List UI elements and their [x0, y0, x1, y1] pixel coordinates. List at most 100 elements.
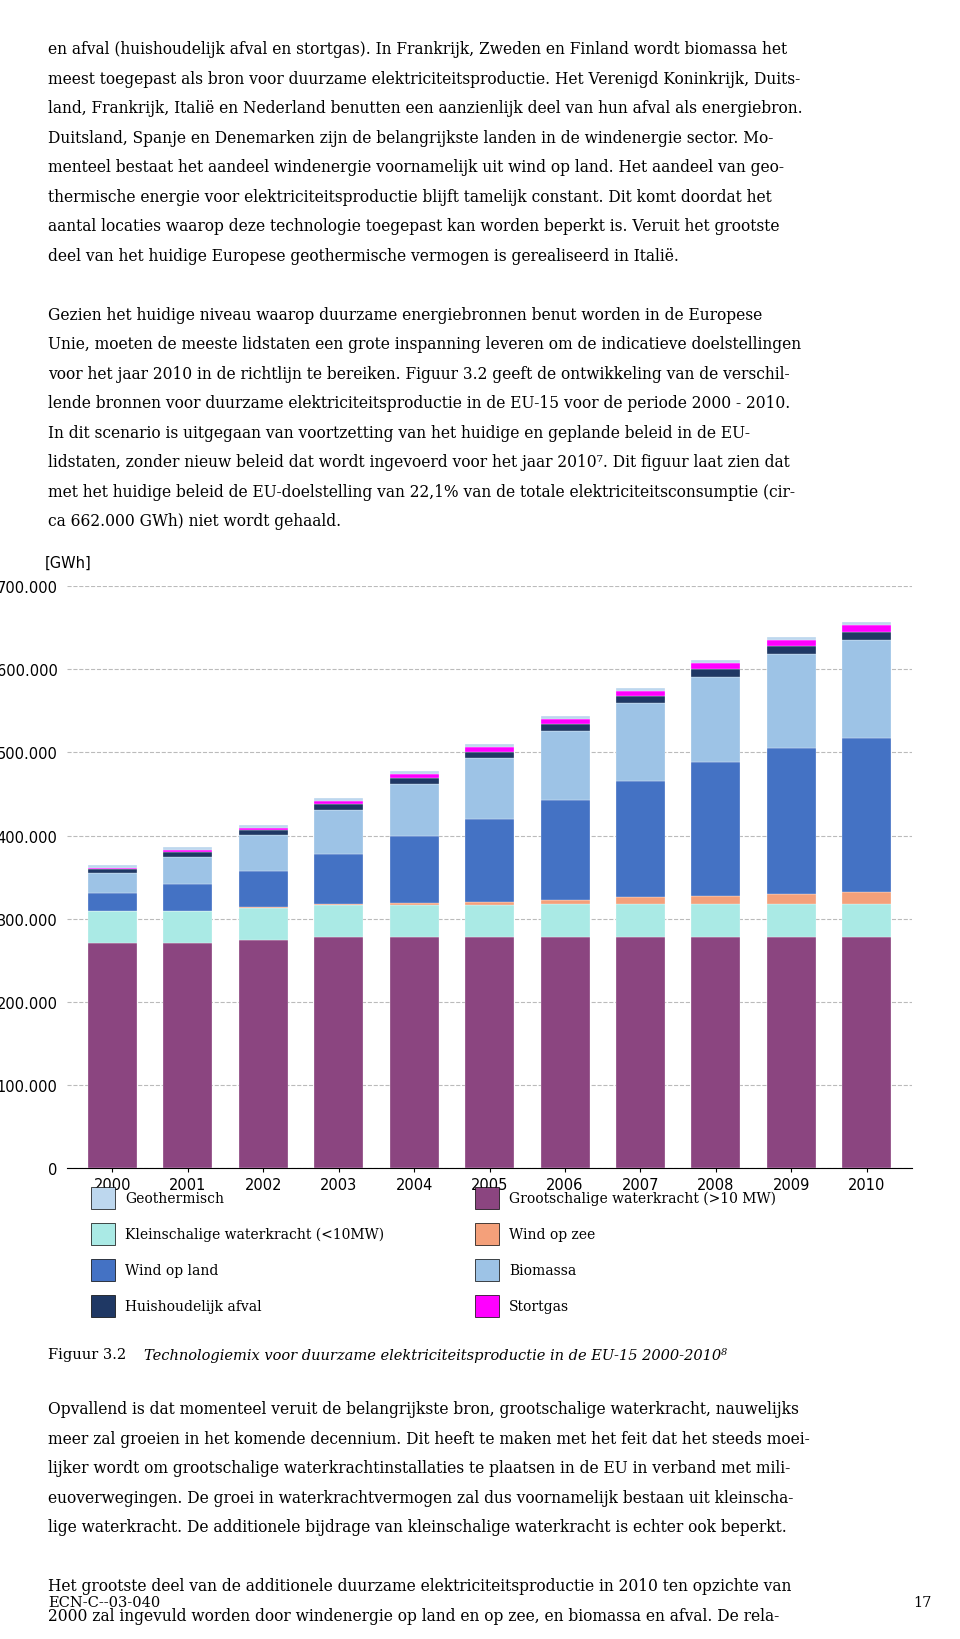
Bar — [465, 744, 515, 747]
Bar — [540, 905, 589, 938]
Bar — [163, 857, 212, 885]
Text: Geothermisch: Geothermisch — [125, 1192, 224, 1205]
Bar — [616, 938, 665, 1169]
Bar — [163, 851, 212, 852]
Bar — [616, 782, 665, 898]
Bar — [691, 764, 740, 897]
Bar — [842, 623, 891, 626]
Bar — [390, 903, 439, 905]
Bar — [465, 747, 515, 752]
Bar — [842, 633, 891, 641]
Text: ca 662.000 GWh) niet wordt gehaald.: ca 662.000 GWh) niet wordt gehaald. — [48, 513, 341, 529]
Bar — [540, 900, 589, 905]
Text: 2000 zal ingevuld worden door windenergie op land en op zee, en biomassa en afva: 2000 zal ingevuld worden door windenergi… — [48, 1606, 780, 1624]
Bar — [88, 874, 137, 893]
Bar — [163, 911, 212, 944]
Bar — [88, 870, 137, 874]
Bar — [465, 938, 515, 1169]
Text: Stortgas: Stortgas — [509, 1300, 569, 1313]
Bar — [239, 836, 288, 872]
Bar — [691, 677, 740, 764]
Bar — [390, 905, 439, 938]
Bar — [239, 828, 288, 831]
Text: lige waterkracht. De additionele bijdrage van kleinschalige waterkracht is echte: lige waterkracht. De additionele bijdrag… — [48, 1518, 787, 1536]
Bar — [540, 800, 589, 900]
Text: meer zal groeien in het komende decennium. Dit heeft te maken met het feit dat h: meer zal groeien in het komende decenniu… — [48, 1429, 809, 1447]
Bar — [540, 731, 589, 800]
Bar — [691, 664, 740, 670]
Bar — [540, 724, 589, 731]
Bar — [163, 847, 212, 851]
Text: Biomassa: Biomassa — [509, 1264, 576, 1277]
Bar — [842, 641, 891, 739]
Bar — [616, 905, 665, 938]
Text: en afval (huishoudelijk afval en stortgas). In Frankrijk, Zweden en Finland word: en afval (huishoudelijk afval en stortga… — [48, 41, 787, 57]
Text: met het huidige beleid de EU-doelstelling van 22,1% van de totale elektriciteits: met het huidige beleid de EU-doelstellin… — [48, 484, 795, 500]
Bar — [88, 893, 137, 911]
Bar — [767, 638, 816, 641]
Text: meest toegepast als bron voor duurzame elektriciteitsproductie. Het Verenigd Kon: meest toegepast als bron voor duurzame e… — [48, 70, 801, 87]
Bar — [842, 905, 891, 938]
Bar — [691, 670, 740, 677]
Bar — [465, 903, 515, 905]
Bar — [314, 805, 363, 810]
Text: Unie, moeten de meeste lidstaten een grote inspanning leveren om de indicatieve : Unie, moeten de meeste lidstaten een gro… — [48, 336, 802, 352]
Bar — [314, 854, 363, 905]
Bar — [239, 831, 288, 836]
Bar — [842, 938, 891, 1169]
Bar — [390, 938, 439, 1169]
Text: deel van het huidige Europese geothermische vermogen is gerealiseerd in Italië.: deel van het huidige Europese geothermis… — [48, 247, 679, 264]
Text: Wind op zee: Wind op zee — [509, 1228, 595, 1241]
Bar — [767, 938, 816, 1169]
Bar — [88, 944, 137, 1169]
Bar — [314, 905, 363, 938]
Text: lidstaten, zonder nieuw beleid dat wordt ingevoerd voor het jaar 2010⁷. Dit figu: lidstaten, zonder nieuw beleid dat wordt… — [48, 454, 790, 470]
Text: lijker wordt om grootschalige waterkrachtinstallaties te plaatsen in de EU in ve: lijker wordt om grootschalige waterkrach… — [48, 1459, 790, 1477]
Text: ECN-C--03-040: ECN-C--03-040 — [48, 1595, 160, 1609]
Bar — [767, 647, 816, 656]
Bar — [390, 779, 439, 785]
Bar — [163, 885, 212, 911]
Bar — [88, 865, 137, 869]
Bar — [767, 895, 816, 905]
Bar — [239, 872, 288, 908]
Bar — [88, 911, 137, 944]
Text: Huishoudelijk afval: Huishoudelijk afval — [125, 1300, 261, 1313]
Bar — [465, 752, 515, 759]
Bar — [163, 852, 212, 857]
Text: euoverwegingen. De groei in waterkrachtvermogen zal dus voornamelijk bestaan uit: euoverwegingen. De groei in waterkrachtv… — [48, 1488, 793, 1506]
Text: Grootschalige waterkracht (>10 MW): Grootschalige waterkracht (>10 MW) — [509, 1192, 776, 1205]
Bar — [691, 661, 740, 664]
Bar — [767, 905, 816, 938]
Bar — [767, 749, 816, 895]
Bar — [616, 705, 665, 782]
Text: In dit scenario is uitgegaan van voortzetting van het huidige en geplande beleid: In dit scenario is uitgegaan van voortze… — [48, 425, 750, 441]
Text: Gezien het huidige niveau waarop duurzame energiebronnen benut worden in de Euro: Gezien het huidige niveau waarop duurzam… — [48, 306, 762, 323]
Bar — [842, 626, 891, 633]
Bar — [314, 798, 363, 801]
Bar — [616, 697, 665, 705]
Bar — [390, 772, 439, 775]
Bar — [314, 938, 363, 1169]
Bar — [540, 716, 589, 720]
Text: menteel bestaat het aandeel windenergie voornamelijk uit wind op land. Het aande: menteel bestaat het aandeel windenergie … — [48, 159, 784, 175]
Bar — [842, 893, 891, 905]
Bar — [314, 810, 363, 854]
Text: Opvallend is dat momenteel veruit de belangrijkste bron, grootschalige waterkrac: Opvallend is dat momenteel veruit de bel… — [48, 1400, 799, 1418]
Text: 17: 17 — [913, 1595, 931, 1609]
Bar — [390, 775, 439, 779]
Bar — [390, 785, 439, 838]
Bar — [616, 688, 665, 692]
Bar — [691, 938, 740, 1169]
Text: thermische energie voor elektriciteitsproductie blijft tamelijk constant. Dit ko: thermische energie voor elektriciteitspr… — [48, 188, 772, 205]
Bar — [239, 908, 288, 941]
Text: aantal locaties waarop deze technologie toegepast kan worden beperkt is. Veruit : aantal locaties waarop deze technologie … — [48, 218, 780, 234]
Text: land, Frankrijk, Italië en Nederland benutten een aanzienlijk deel van hun afval: land, Frankrijk, Italië en Nederland ben… — [48, 100, 803, 116]
Bar — [239, 826, 288, 828]
Bar — [239, 941, 288, 1169]
Bar — [691, 905, 740, 938]
Bar — [465, 820, 515, 903]
Bar — [465, 759, 515, 820]
Text: Figuur 3.2: Figuur 3.2 — [48, 1347, 135, 1362]
Bar — [163, 944, 212, 1169]
